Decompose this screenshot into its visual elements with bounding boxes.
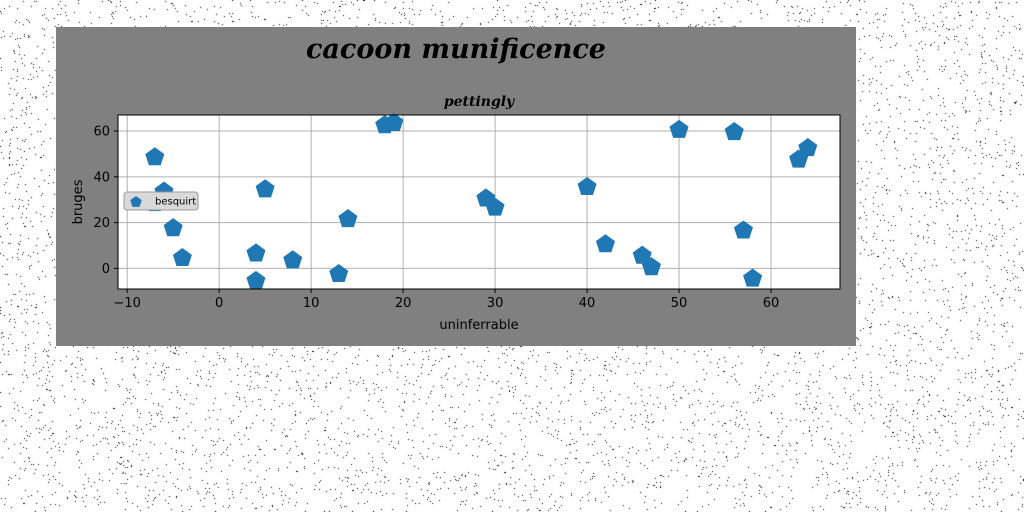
data-point: [145, 147, 165, 166]
y-ticks: 0 20 40 60: [93, 125, 118, 277]
x-axis-label: uninferrable: [439, 318, 518, 333]
legend: besquirt: [123, 191, 199, 211]
data-point: [283, 250, 303, 269]
y-tick-label: 60: [93, 125, 110, 140]
data-point: [255, 179, 275, 198]
data-point: [246, 270, 266, 289]
legend-label-besquirt: besquirt: [155, 197, 196, 208]
data-point: [485, 197, 505, 216]
x-tick-label: 10: [303, 296, 320, 311]
x-tick-label: 0: [215, 296, 223, 311]
y-axis-label: bruges: [71, 179, 86, 224]
data-point: [743, 268, 763, 287]
data-point: [733, 220, 753, 239]
legend-marker: [130, 196, 142, 207]
y-tick-label: 20: [93, 216, 110, 231]
x-tick-label: 50: [671, 296, 688, 311]
data-point: [724, 122, 744, 141]
x-tick-label: −10: [113, 296, 140, 311]
data-point: [329, 263, 349, 283]
data-point: [669, 119, 689, 138]
data-point: [798, 138, 818, 157]
data-point: [577, 176, 597, 196]
x-tick-label: 60: [763, 296, 780, 311]
chart-subtitle: pettingly: [444, 94, 515, 110]
x-tick-label: 20: [395, 296, 412, 311]
x-ticks: −10 0 10 20 30 40 50 60: [113, 289, 779, 311]
data-point: [163, 218, 183, 237]
data-point: [595, 234, 615, 253]
y-tick-label: 0: [102, 262, 110, 277]
data-point: [641, 257, 661, 276]
x-tick-label: 40: [579, 296, 596, 311]
data-point: [632, 245, 652, 264]
chart-title: cacoon munificence: [306, 34, 606, 65]
data-point: [384, 112, 404, 131]
legend-box: [123, 191, 199, 211]
x-tick-label: 30: [487, 296, 504, 311]
data-point: [172, 247, 192, 267]
data-point: [338, 209, 358, 228]
plot-frame: [117, 114, 841, 290]
y-tick-label: 40: [93, 170, 110, 185]
data-point: [246, 243, 266, 262]
